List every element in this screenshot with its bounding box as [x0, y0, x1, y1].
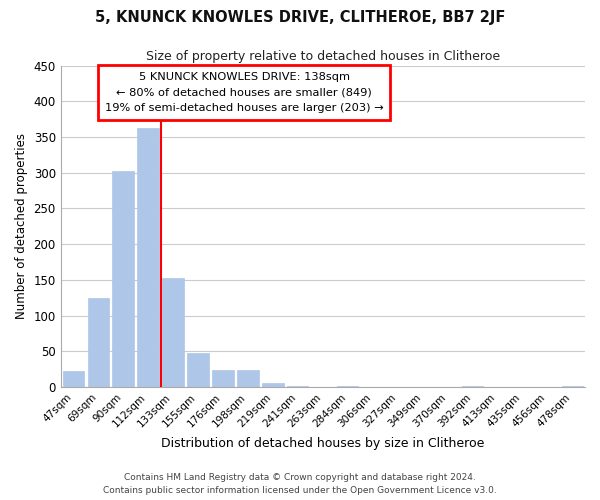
- Y-axis label: Number of detached properties: Number of detached properties: [15, 134, 28, 320]
- Bar: [462, 386, 483, 387]
- Bar: [287, 386, 308, 387]
- Bar: [337, 386, 358, 387]
- Bar: [163, 278, 184, 387]
- Title: Size of property relative to detached houses in Clitheroe: Size of property relative to detached ho…: [146, 50, 500, 63]
- Text: 5, KNUNCK KNOWLES DRIVE, CLITHEROE, BB7 2JF: 5, KNUNCK KNOWLES DRIVE, CLITHEROE, BB7 …: [95, 10, 505, 25]
- Bar: [62, 371, 84, 387]
- Bar: [212, 370, 233, 387]
- Bar: [562, 386, 583, 387]
- Bar: [187, 354, 209, 387]
- Bar: [88, 298, 109, 387]
- Text: Contains HM Land Registry data © Crown copyright and database right 2024.
Contai: Contains HM Land Registry data © Crown c…: [103, 474, 497, 495]
- Text: 5 KNUNCK KNOWLES DRIVE: 138sqm
← 80% of detached houses are smaller (849)
19% of: 5 KNUNCK KNOWLES DRIVE: 138sqm ← 80% of …: [105, 72, 383, 113]
- Bar: [137, 128, 158, 387]
- Bar: [262, 382, 284, 387]
- Bar: [238, 370, 259, 387]
- Bar: [112, 172, 134, 387]
- X-axis label: Distribution of detached houses by size in Clitheroe: Distribution of detached houses by size …: [161, 437, 485, 450]
